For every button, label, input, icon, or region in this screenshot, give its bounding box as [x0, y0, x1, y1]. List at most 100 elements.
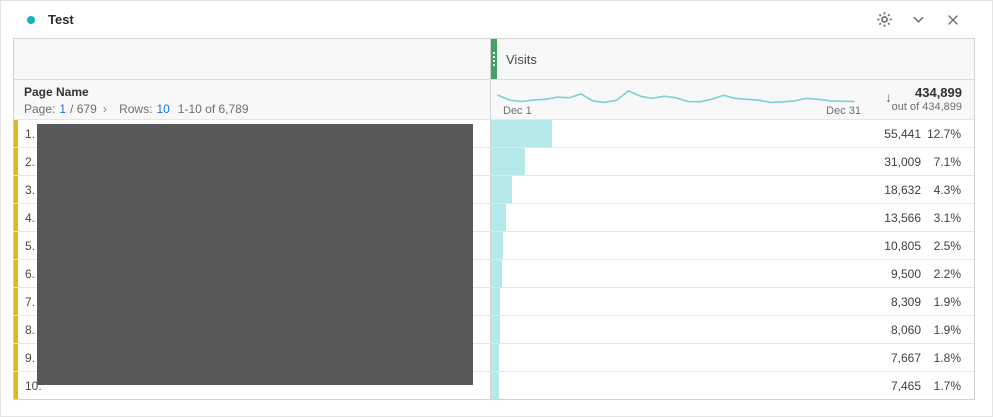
row-values: 13,566 3.1%: [849, 211, 974, 225]
row-dimension-cell: 2.: [14, 148, 490, 175]
visits-bar: [491, 260, 502, 287]
visits-percent: 1.9%: [933, 322, 961, 337]
row-rank: 1.: [25, 126, 36, 141]
visits-value: 18,632: [884, 182, 921, 197]
row-metric-cell: 13,566 3.1%: [490, 204, 974, 231]
column-totals: 434,899 out of 434,899: [892, 85, 962, 113]
row-metric-cell: 9,500 2.2%: [490, 260, 974, 287]
gear-icon[interactable]: [876, 11, 893, 28]
panel-toolbar: [876, 11, 992, 28]
row-dimension-cell: 3.: [14, 176, 490, 203]
visits-percent: 1.8%: [933, 350, 961, 365]
rows-label: Rows:: [119, 102, 153, 116]
visits-bar: [491, 176, 512, 203]
metric-column-label[interactable]: Visits: [506, 51, 537, 67]
visits-value: 13,566: [884, 210, 921, 225]
row-rank: 2.: [25, 154, 36, 169]
visits-bar: [491, 316, 500, 343]
row-metric-cell: 7,465 1.7%: [490, 372, 974, 399]
table-row[interactable]: 10. 7,465 1.7%: [14, 371, 974, 399]
row-metric-cell: 8,309 1.9%: [490, 288, 974, 315]
freeform-table: Visits Page Name Page: 1 / 679 › Rows: 1…: [13, 38, 975, 400]
metric-column-header-cell[interactable]: Visits: [490, 39, 974, 79]
row-dimension-cell: 5.: [14, 232, 490, 259]
current-page-link[interactable]: 1: [59, 102, 67, 116]
row-rank: 6.: [25, 266, 36, 281]
visits-value: 7,667: [890, 350, 921, 365]
column-drag-handle[interactable]: [491, 39, 497, 79]
row-metric-cell: 55,441 12.7%: [490, 120, 974, 147]
row-metric-cell: 8,060 1.9%: [490, 316, 974, 343]
row-metric-cell: 18,632 4.3%: [490, 176, 974, 203]
dimension-header-spacer: [14, 39, 490, 79]
row-values: 8,309 1.9%: [849, 295, 974, 309]
row-dimension-cell: 6.: [14, 260, 490, 287]
visits-bar: [491, 204, 506, 231]
visits-percent: 1.7%: [933, 378, 961, 393]
row-range: 1-10 of 6,789: [177, 102, 249, 116]
visits-percent: 12.7%: [926, 126, 961, 141]
row-dimension-cell: 8.: [14, 316, 490, 343]
visits-bar: [491, 372, 500, 399]
column-header-row: Visits: [14, 39, 974, 79]
row-values: 55,441 12.7%: [849, 127, 974, 141]
row-rank: 3.: [25, 182, 36, 197]
row-values: 9,500 2.2%: [849, 267, 974, 281]
page-total: / 679: [70, 102, 97, 116]
row-values: 31,009 7.1%: [849, 155, 974, 169]
dimension-header-row: Page Name Page: 1 / 679 › Rows: 10 1-10 …: [14, 79, 974, 119]
row-values: 7,667 1.8%: [849, 351, 974, 365]
status-dot: [27, 15, 35, 24]
row-values: 10,805 2.5%: [849, 239, 974, 253]
visits-bar: [491, 288, 501, 315]
row-values: 8,060 1.9%: [849, 323, 974, 337]
row-rank: 8.: [25, 322, 36, 337]
row-dimension-cell: 9.: [14, 344, 490, 371]
sort-descending-icon[interactable]: ↓: [885, 89, 892, 105]
panel-header: Test: [1, 1, 992, 38]
sparkline-end-label: Dec 31: [826, 105, 861, 117]
visits-value: 7,465: [890, 378, 921, 393]
dimension-header-label: Page Name: [24, 85, 89, 99]
page-label: Page:: [24, 102, 56, 116]
visits-percent: 2.2%: [933, 266, 961, 281]
panel-title: Test: [48, 12, 74, 27]
row-dimension-cell: 7.: [14, 288, 490, 315]
row-metric-cell: 7,667 1.8%: [490, 344, 974, 371]
row-dimension-cell: 1.: [14, 120, 490, 147]
visits-value: 10,805: [884, 238, 921, 253]
visits-value: 55,441: [884, 126, 921, 141]
row-rank: 9.: [25, 350, 36, 365]
metric-summary-cell: Dec 1 Dec 31 ↓ 434,899 out of 434,899: [490, 80, 974, 119]
visits-percent: 2.5%: [933, 238, 961, 253]
visits-bar: [491, 232, 503, 259]
close-icon[interactable]: [944, 11, 961, 28]
sparkline-chart: [497, 90, 855, 104]
sparkline-start-label: Dec 1: [503, 105, 532, 117]
rows-per-page-link[interactable]: 10: [156, 102, 170, 116]
next-page-icon[interactable]: ›: [102, 101, 108, 116]
pagination: Page: 1 / 679 › Rows: 10 1-10 of 6,789: [24, 102, 490, 116]
row-metric-cell: 31,009 7.1%: [490, 148, 974, 175]
visits-percent: 3.1%: [933, 210, 961, 225]
visits-bar: [491, 120, 552, 147]
row-dimension-cell: 4.: [14, 204, 490, 231]
visits-value: 8,060: [890, 322, 921, 337]
visits-value: 31,009: [884, 154, 921, 169]
visits-percent: 7.1%: [933, 154, 961, 169]
row-values: 18,632 4.3%: [849, 183, 974, 197]
visits-bar: [491, 148, 526, 175]
total-caption: out of 434,899: [891, 101, 962, 113]
visits-value: 9,500: [890, 266, 921, 281]
chevron-down-icon[interactable]: [910, 11, 927, 28]
row-rank: 7.: [25, 294, 36, 309]
visits-percent: 1.9%: [933, 294, 961, 309]
dimension-header-cell: Page Name Page: 1 / 679 › Rows: 10 1-10 …: [14, 80, 490, 119]
visits-percent: 4.3%: [933, 182, 961, 197]
row-values: 7,465 1.7%: [849, 379, 974, 393]
redaction-overlay: [37, 124, 473, 385]
row-metric-cell: 10,805 2.5%: [490, 232, 974, 259]
row-rank: 5.: [25, 238, 36, 253]
visits-bar: [491, 344, 500, 371]
